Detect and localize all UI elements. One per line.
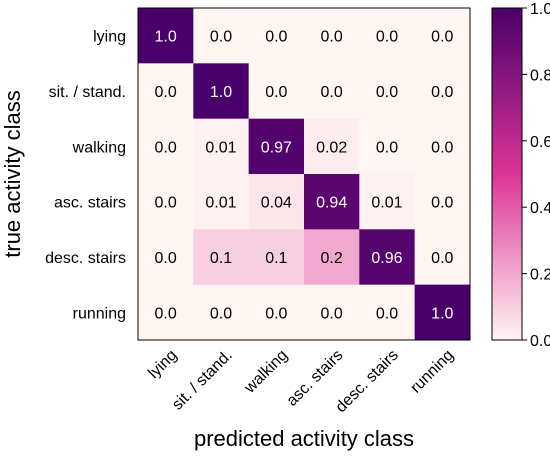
- heatmap-cell-r1-c0: [138, 63, 194, 120]
- cell-value-r0-c5: 0.0: [431, 29, 453, 46]
- heatmap-cell-r3-c3: [303, 173, 360, 230]
- heatmap-cell-r4-c2: [248, 229, 305, 286]
- cell-value-r5-c1: 0.0: [210, 305, 232, 322]
- colorbar-tick-label-4: 0.8: [530, 67, 550, 84]
- heatmap-cell-r0-c2: [248, 8, 305, 64]
- heatmap-cell-r2-c3: [303, 118, 360, 175]
- cell-value-r1-c5: 0.0: [431, 84, 453, 101]
- cell-value-r4-c2: 0.1: [265, 250, 287, 267]
- heatmap-cell-r5-c2: [248, 284, 305, 341]
- cell-value-r1-c0: 0.0: [155, 84, 177, 101]
- heatmap-cell-r0-c5: [414, 8, 471, 64]
- heatmap-cell-r5-c5: [414, 284, 471, 341]
- heatmap-cell-r0-c4: [359, 8, 416, 64]
- cell-value-r1-c1: 1.0: [210, 84, 232, 101]
- cell-value-r0-c4: 0.0: [376, 29, 398, 46]
- cell-value-r2-c3: 0.02: [316, 139, 347, 156]
- colorbar-tick-label-1: 0.2: [530, 267, 550, 284]
- heatmap-cell-r4-c0: [138, 229, 194, 286]
- cell-value-r5-c5: 1.0: [431, 305, 453, 322]
- cell-value-r3-c4: 0.01: [371, 195, 402, 212]
- heatmap-cells: [138, 8, 471, 341]
- heatmap-cell-r2-c0: [138, 118, 194, 175]
- cell-value-r2-c5: 0.0: [431, 139, 453, 156]
- y-tick-label-1: sit. / stand.: [49, 84, 126, 101]
- cell-value-r1-c2: 0.0: [265, 84, 287, 101]
- cell-value-r4-c1: 0.1: [210, 250, 232, 267]
- colorbar-tick-label-2: 0.4: [530, 200, 550, 217]
- colorbar-ticks: 0.0 0.2 0.4 0.6 0.8 1.0: [522, 1, 550, 350]
- cell-value-r4-c3: 0.2: [321, 250, 343, 267]
- heatmap-cell-r5-c0: [138, 284, 194, 341]
- cell-value-r1-c4: 0.0: [376, 84, 398, 101]
- cell-value-r4-c4: 0.96: [371, 250, 402, 267]
- heatmap-cell-r5-c1: [193, 284, 250, 341]
- heatmap-cell-r0-c1: [193, 8, 250, 64]
- heatmap-cell-r4-c1: [193, 229, 250, 286]
- cell-value-r2-c4: 0.0: [376, 139, 398, 156]
- heatmap-cell-r4-c4: [359, 229, 416, 286]
- cell-value-r3-c5: 0.0: [431, 195, 453, 212]
- cell-value-r5-c3: 0.0: [321, 305, 343, 322]
- colorbar-tick-label-5: 1.0: [530, 1, 550, 18]
- x-tick-label-2: walking: [241, 347, 291, 397]
- heatmap-cell-r3-c2: [248, 173, 305, 230]
- cell-value-r5-c4: 0.0: [376, 305, 398, 322]
- heatmap-cell-r1-c1: [193, 63, 250, 120]
- heatmap-cell-r1-c4: [359, 63, 416, 120]
- x-tick-label-0: lying: [145, 347, 180, 382]
- cell-value-r5-c2: 0.0: [265, 305, 287, 322]
- x-tick-label-1: sit. / stand.: [169, 347, 236, 414]
- heatmap-cell-r1-c2: [248, 63, 305, 120]
- y-tick-label-0: lying: [93, 29, 126, 46]
- y-tick-label-5: running: [73, 305, 126, 322]
- heatmap-cell-r2-c5: [414, 118, 471, 175]
- plot-frame: [137, 7, 471, 341]
- cell-value-r4-c0: 0.0: [155, 250, 177, 267]
- heatmap-cell-r3-c0: [138, 173, 194, 230]
- y-axis-label: true activity class: [0, 90, 25, 258]
- heatmap-cell-r3-c5: [414, 173, 471, 230]
- cell-value-r0-c0: 1.0: [155, 29, 177, 46]
- cell-value-r4-c5: 0.0: [431, 250, 453, 267]
- heatmap-cell-r0-c0: [138, 8, 194, 64]
- cell-value-r5-c0: 0.0: [155, 305, 177, 322]
- cell-value-r2-c1: 0.01: [205, 139, 236, 156]
- colorbar-tick-label-0: 0.0: [530, 333, 550, 350]
- heatmap-cell-r4-c3: [303, 229, 360, 286]
- heatmap-cell-r3-c1: [193, 173, 250, 230]
- y-tick-label-2: walking: [72, 139, 126, 156]
- heatmap-cell-r2-c2: [248, 118, 305, 175]
- x-axis-label: predicted activity class: [194, 426, 414, 451]
- colorbar-tick-label-3: 0.6: [530, 134, 550, 151]
- heatmap-cell-r4-c5: [414, 229, 471, 286]
- cell-value-r3-c3: 0.94: [316, 195, 347, 212]
- heatmap-cell-r2-c4: [359, 118, 416, 175]
- cell-value-labels: 1.0 0.0 0.0 0.0 0.0 0.0 0.0 1.0 0.0 0.0 0.0 0.0 0.0 0…: [155, 29, 454, 323]
- y-tick-labels: lying sit. / stand. walking asc. stairs desc…: [45, 29, 126, 323]
- cell-value-r2-c2: 0.97: [261, 139, 292, 156]
- cell-value-r3-c1: 0.01: [205, 195, 236, 212]
- cell-value-r0-c1: 0.0: [210, 29, 232, 46]
- cell-value-r0-c2: 0.0: [265, 29, 287, 46]
- heatmap-cell-r0-c3: [303, 8, 360, 64]
- cell-value-r3-c0: 0.0: [155, 195, 177, 212]
- heatmap-cell-r1-c5: [414, 63, 471, 120]
- heatmap-cell-r5-c3: [303, 284, 360, 341]
- cell-value-r1-c3: 0.0: [321, 84, 343, 101]
- heatmap-cell-r1-c3: [303, 63, 360, 120]
- y-tick-label-3: asc. stairs: [54, 195, 126, 212]
- cell-value-r0-c3: 0.0: [321, 29, 343, 46]
- cell-value-r2-c0: 0.0: [155, 139, 177, 156]
- heatmap-cell-r3-c4: [359, 173, 416, 230]
- x-tick-label-5: running: [407, 347, 457, 397]
- cell-value-r3-c2: 0.04: [261, 195, 292, 212]
- colorbar: [491, 7, 523, 341]
- heatmap-cell-r5-c4: [359, 284, 416, 341]
- heatmap-cell-r2-c1: [193, 118, 250, 175]
- y-tick-label-4: desc. stairs: [45, 250, 126, 267]
